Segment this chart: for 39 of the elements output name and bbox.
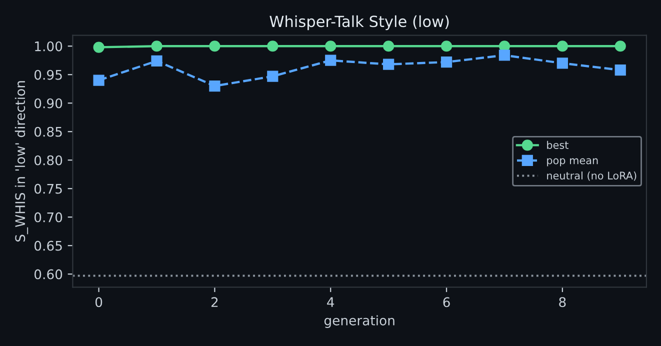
x-tick-label: 2 xyxy=(211,297,218,307)
point xyxy=(151,55,162,66)
point xyxy=(325,54,336,66)
point xyxy=(325,40,336,52)
point xyxy=(209,40,220,52)
point xyxy=(383,40,394,52)
x-tick-label: 4 xyxy=(327,297,334,307)
point xyxy=(556,58,568,69)
y-tick-label: 0.95 xyxy=(34,70,62,80)
point xyxy=(614,64,626,76)
y-tick-label: 1.00 xyxy=(35,41,62,52)
y-tick-label: 0.90 xyxy=(34,98,62,108)
point xyxy=(267,70,278,82)
y-tick-label: 0.70 xyxy=(34,212,62,222)
legend-label: pop mean xyxy=(547,158,598,166)
point xyxy=(440,40,452,52)
point xyxy=(614,40,626,52)
y-tick-label: 0.75 xyxy=(34,184,62,194)
legend-label: best xyxy=(547,140,568,149)
point xyxy=(498,50,510,61)
point xyxy=(93,42,104,53)
point xyxy=(151,40,162,52)
y-tick-label: 0.60 xyxy=(34,269,62,280)
point xyxy=(440,56,452,68)
x-tick-label: 8 xyxy=(559,297,566,308)
point xyxy=(267,40,278,52)
x-axis-title: generation xyxy=(324,315,394,328)
legend-label: neutral (no LoRA) xyxy=(547,171,636,181)
point xyxy=(556,40,568,52)
y-tick-label: 0.65 xyxy=(34,240,62,251)
y-axis-title: S_WHIS in 'low' direction xyxy=(14,81,28,242)
point xyxy=(93,74,104,86)
point xyxy=(209,80,220,92)
x-tick-label: 6 xyxy=(443,297,450,308)
chart-title: Whisper-Talk Style (low) xyxy=(270,15,449,30)
y-tick-label: 0.80 xyxy=(34,155,62,166)
x-tick-label: 0 xyxy=(95,297,102,308)
point xyxy=(383,58,394,70)
y-tick-label: 0.85 xyxy=(34,126,62,137)
